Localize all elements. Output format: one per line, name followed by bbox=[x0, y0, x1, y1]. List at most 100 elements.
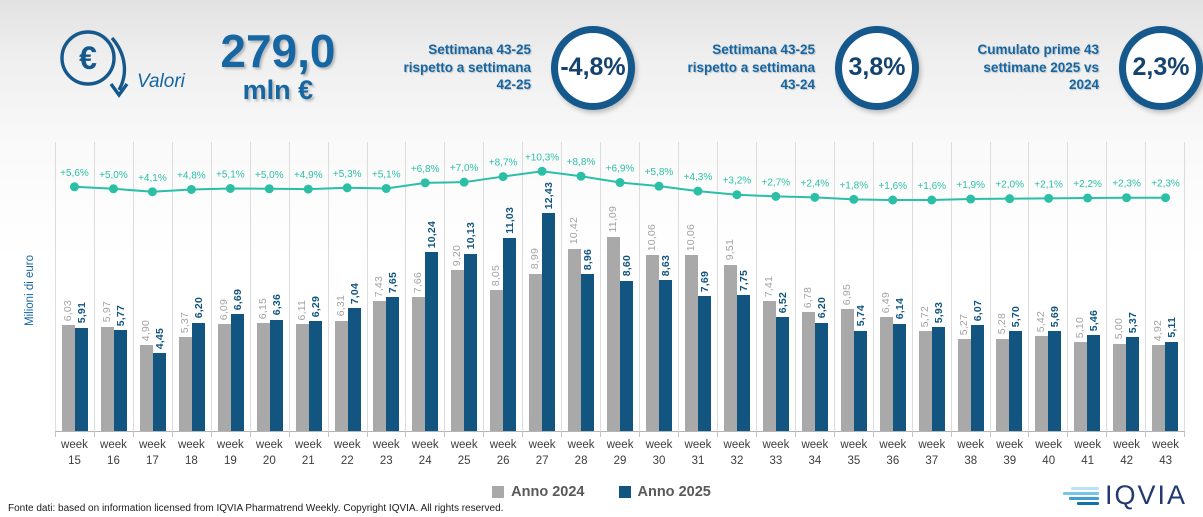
legend-item-anno-2024: Anno 2024 bbox=[492, 484, 585, 500]
bar-value-label: 11,09 bbox=[607, 206, 620, 233]
bar-pair bbox=[445, 253, 483, 431]
bar-value-label: 6,49 bbox=[879, 292, 892, 314]
bar-pair bbox=[562, 248, 600, 431]
bar-value-label: 7,41 bbox=[762, 276, 775, 298]
bar-anno-2025 bbox=[1165, 341, 1179, 431]
chart-column-week-34: 6,78 6,20 bbox=[796, 142, 835, 437]
bar-pair bbox=[95, 326, 133, 431]
bar-value-label: 5,46 bbox=[1088, 310, 1101, 332]
kpi-week-vs-prev-week: Settimana 43-25 rispetto a settimana 42-… bbox=[403, 25, 635, 110]
bar-anno-2025 bbox=[1048, 331, 1062, 431]
x-axis-label: week 33 bbox=[762, 439, 790, 467]
bar-value-label: 5,91 bbox=[75, 302, 88, 324]
kpi-week-vs-prev-year: Settimana 43-25 rispetto a settimana 43-… bbox=[687, 25, 919, 110]
bar-anno-2024 bbox=[1074, 341, 1088, 431]
bar-value-label: 10,42 bbox=[568, 217, 581, 245]
bar-anno-2025 bbox=[620, 280, 634, 431]
valori-label: Valori bbox=[137, 70, 185, 92]
bar-pair bbox=[290, 320, 328, 431]
bar-anno-2024 bbox=[1113, 343, 1127, 431]
bar-anno-2024 bbox=[256, 323, 270, 431]
bar-value-label: 5,69 bbox=[1049, 306, 1062, 328]
x-axis-label: week 21 bbox=[294, 439, 322, 467]
svg-text:€: € bbox=[79, 40, 97, 76]
x-axis-label: week 24 bbox=[411, 439, 439, 467]
bar-value-label: 7,65 bbox=[387, 271, 400, 294]
chart-column-week-27: 8,99 12,43 bbox=[523, 142, 563, 437]
bar-value-label: 10,06 bbox=[684, 223, 697, 251]
bar-pair bbox=[757, 301, 795, 431]
x-axis-label: week 16 bbox=[100, 439, 127, 467]
bar-anno-2025 bbox=[775, 316, 789, 431]
x-axis-label: week 28 bbox=[567, 439, 595, 467]
bar-anno-2025 bbox=[191, 322, 205, 431]
bar-anno-2024 bbox=[568, 248, 582, 431]
plot-area: 6,03 5,91 5,97 5,77 4,90 4,45 5,37 6,20 6,09 6,69… bbox=[55, 142, 1186, 437]
kpi-label: Settimana 43-25 rispetto a settimana 42-… bbox=[403, 42, 531, 93]
bar-anno-2025 bbox=[386, 297, 400, 431]
bar-anno-2024 bbox=[723, 264, 737, 431]
chart-column-week-19: 6,09 6,69 bbox=[212, 142, 251, 437]
bar-value-label: 6,14 bbox=[893, 298, 906, 320]
bar-anno-2024 bbox=[295, 324, 309, 431]
x-axis-label: week 36 bbox=[879, 439, 907, 467]
legend-swatch-icon bbox=[492, 486, 505, 498]
chart-column-week-33: 7,41 6,52 bbox=[757, 142, 796, 437]
bar-value-label: 10,06 bbox=[646, 223, 659, 251]
iqvia-logo-text: IQVIA bbox=[1104, 480, 1187, 510]
bar-pair bbox=[1146, 341, 1184, 431]
x-axis-label: week 20 bbox=[255, 439, 283, 467]
bar-pair bbox=[1068, 335, 1106, 431]
x-axis-label: week 41 bbox=[1074, 439, 1102, 467]
kpi-cumulative: Cumulato prime 43 settimane 2025 vs 2024… bbox=[971, 25, 1203, 110]
bar-anno-2024 bbox=[762, 301, 776, 431]
values-indicator: € Valori bbox=[55, 22, 185, 113]
bar-value-label: 6,78 bbox=[801, 287, 814, 309]
source-note: Fonte dati: based on information license… bbox=[8, 503, 504, 514]
bar-pair bbox=[679, 254, 717, 431]
legend-item-anno-2025: Anno 2025 bbox=[618, 484, 711, 500]
bar-anno-2024 bbox=[61, 325, 75, 431]
x-axis-label: week 42 bbox=[1113, 439, 1141, 467]
total-kpi: 279,0 mln € bbox=[205, 28, 351, 106]
x-axis-label: week 29 bbox=[606, 439, 634, 467]
chart-column-week-35: 6,95 5,74 bbox=[835, 142, 874, 437]
bar-value-label: 5,77 bbox=[114, 304, 127, 327]
bar-pair bbox=[406, 251, 444, 431]
bar-value-label: 6,36 bbox=[270, 294, 283, 316]
header: € Valori 279,0 mln € Settimana 43-25 ris… bbox=[0, 0, 1203, 135]
bar-anno-2024 bbox=[840, 309, 854, 431]
legend-label: Anno 2024 bbox=[511, 484, 585, 500]
bar-anno-2024 bbox=[684, 254, 698, 431]
bar-anno-2024 bbox=[100, 326, 114, 431]
x-axis-label: week 39 bbox=[996, 439, 1024, 467]
bar-anno-2025 bbox=[659, 279, 673, 431]
bar-anno-2024 bbox=[996, 338, 1010, 431]
chart-column-week-17: 4,90 4,45 bbox=[134, 142, 173, 437]
bar-anno-2025 bbox=[542, 213, 556, 431]
chart-column-week-24: 7,66 10,24 bbox=[406, 142, 446, 437]
chart-column-week-43: 4,92 5,11 bbox=[1146, 142, 1186, 437]
bar-pair bbox=[134, 345, 172, 431]
chart-column-week-23: 7,43 7,65 bbox=[368, 142, 407, 437]
bar-anno-2025 bbox=[581, 274, 595, 431]
legend-label: Anno 2025 bbox=[637, 484, 711, 500]
bar-anno-2024 bbox=[373, 300, 387, 431]
bar-anno-2024 bbox=[490, 290, 504, 431]
bar-value-label: 7,04 bbox=[348, 282, 361, 304]
kpi-value-circle: 3,8% bbox=[835, 25, 919, 110]
y-axis-title: Milioni di euro bbox=[24, 255, 36, 326]
bar-anno-2025 bbox=[347, 307, 361, 431]
bar-value-label: 6,15 bbox=[256, 298, 269, 320]
bar-value-label: 10,13 bbox=[465, 222, 478, 250]
x-axis-label: week 26 bbox=[489, 439, 517, 467]
bar-pair bbox=[484, 237, 522, 431]
bar-value-label: 9,51 bbox=[723, 239, 736, 261]
bar-pair bbox=[212, 313, 250, 431]
bar-anno-2024 bbox=[957, 338, 971, 431]
euro-down-arrow-icon: € bbox=[55, 22, 135, 113]
iqvia-logo-stripes-icon bbox=[1062, 486, 1099, 505]
x-axis-label: week 30 bbox=[645, 439, 673, 467]
bar-value-label: 6,69 bbox=[231, 288, 244, 310]
x-axis-label: week 15 bbox=[61, 439, 88, 467]
